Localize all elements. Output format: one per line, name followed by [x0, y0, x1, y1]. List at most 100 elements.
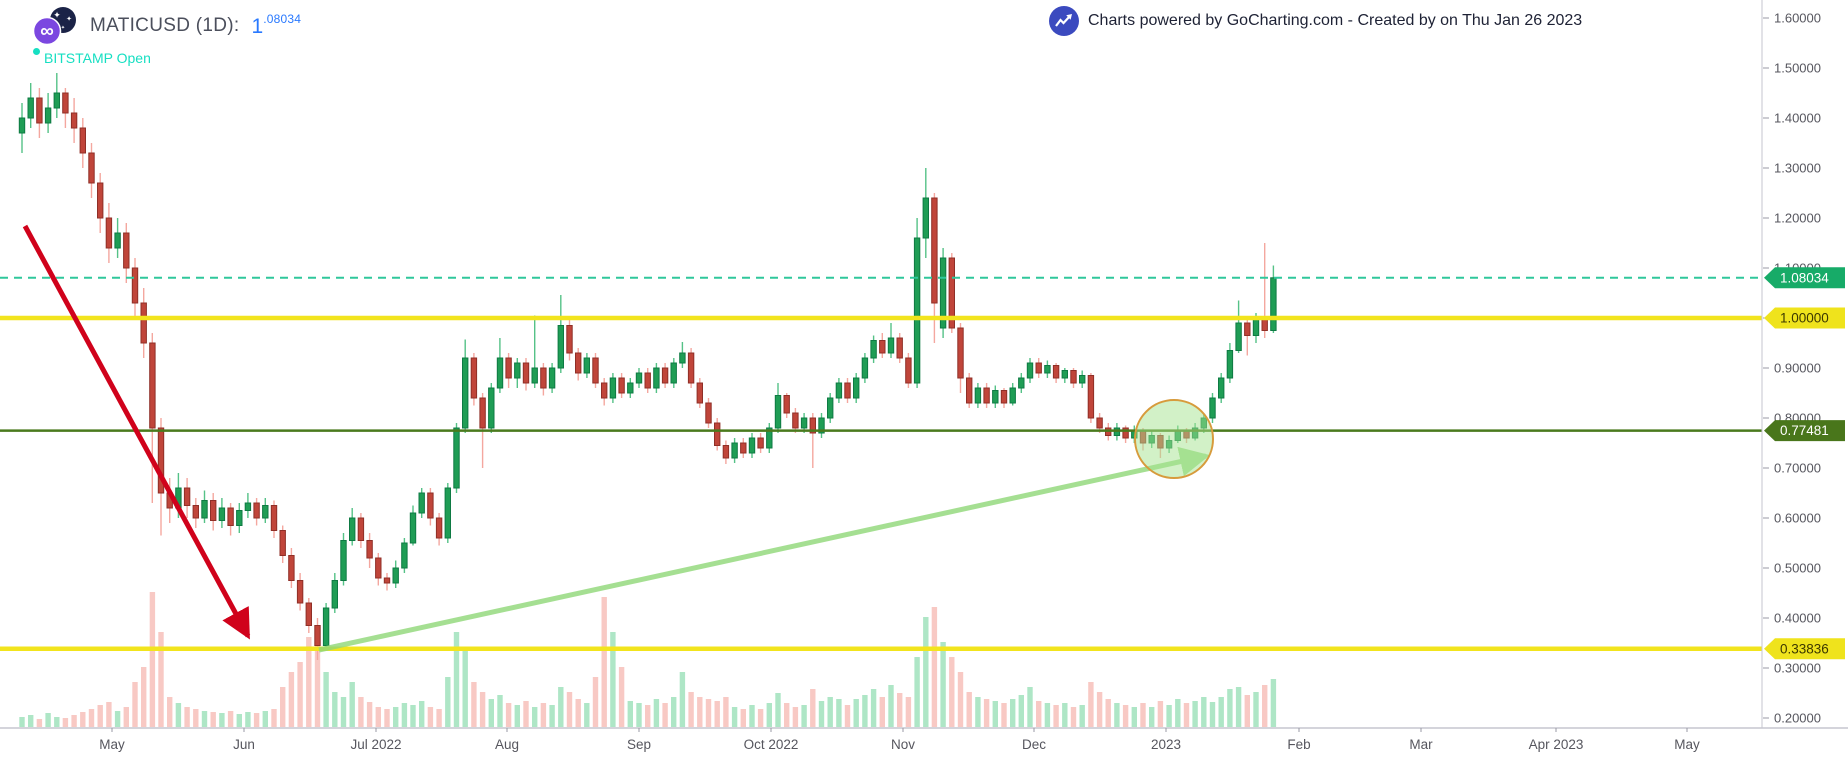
volume-bar — [314, 642, 321, 727]
volume-bar — [114, 711, 121, 727]
candle-body — [705, 402, 712, 424]
volume-bar — [384, 709, 390, 727]
price-badge-1.00000 — [1764, 307, 1845, 329]
green-trendline-annotation[interactable] — [318, 446, 1210, 653]
x-tick-label: May — [99, 737, 125, 752]
volume-bar — [1270, 679, 1277, 727]
volume-bar — [897, 693, 903, 727]
candle-body — [488, 387, 495, 429]
volume-bar — [97, 705, 103, 727]
x-tick-label: Nov — [891, 737, 915, 752]
volume-bar — [436, 709, 442, 727]
candle-body — [1044, 365, 1051, 374]
volume-bar — [627, 701, 633, 727]
x-tick-label: Aug — [495, 737, 519, 752]
candle-body — [548, 367, 556, 389]
volume-bar — [462, 647, 468, 727]
candle-body — [479, 397, 486, 429]
candle-body — [583, 357, 590, 374]
candle-body — [105, 217, 113, 249]
volume-bar — [1175, 699, 1181, 727]
candle-body — [36, 97, 43, 124]
volume-bar — [393, 707, 399, 727]
price-badge-label: 1.00000 — [1780, 311, 1829, 326]
price-level-lines — [0, 276, 1762, 652]
x-tick-label: May — [1674, 737, 1700, 752]
candle-body — [496, 357, 504, 389]
volume-bar — [1053, 705, 1059, 727]
volume-bar — [1105, 699, 1111, 727]
volume-bar — [80, 712, 86, 727]
candle-body — [792, 412, 799, 429]
volume-bar — [923, 617, 929, 727]
candle-body — [1035, 362, 1042, 374]
volume-bar — [688, 692, 694, 727]
candle-body — [957, 327, 964, 379]
candle-body — [123, 232, 130, 269]
volume-bar — [88, 709, 95, 727]
y-tick-label: 0.60000 — [1774, 511, 1821, 526]
candle-body — [887, 337, 895, 354]
volume-bar — [28, 715, 34, 727]
y-tick-label: 0.20000 — [1774, 711, 1821, 726]
volume-bar — [1235, 687, 1242, 727]
volume-bar — [1244, 695, 1250, 727]
volume-bar — [1227, 689, 1233, 727]
volume-bar — [931, 607, 938, 727]
volume-bar — [810, 689, 816, 727]
candle-body — [670, 362, 677, 384]
candle-body — [236, 510, 243, 526]
volume-bar — [1218, 697, 1224, 727]
drawing-annotations[interactable] — [22, 224, 1214, 653]
highlight-circle-annotation[interactable] — [1134, 399, 1214, 479]
candle-body — [1122, 427, 1129, 439]
candle-body — [18, 117, 26, 134]
volume-bar — [844, 705, 851, 727]
volume-bar — [358, 697, 364, 727]
red-arrow-annotation[interactable] — [22, 224, 251, 640]
volume-bar — [1044, 703, 1051, 727]
candle-body — [418, 492, 425, 514]
volume-bar — [749, 705, 755, 727]
exchange-status: BITSTAMP Open — [33, 48, 151, 66]
volume-bar — [1036, 701, 1042, 727]
watermark-text: Charts powered by GoCharting.com - Creat… — [1088, 12, 1583, 29]
x-tick-label: Mar — [1409, 737, 1433, 752]
candle-body — [627, 382, 634, 394]
svg-text:✦: ✦ — [61, 25, 65, 31]
volume-bar — [610, 632, 616, 727]
candle-body — [409, 512, 417, 544]
price-badge-label: 1.08034 — [1780, 270, 1829, 285]
volume-bar — [1122, 705, 1129, 727]
volume-bar — [210, 712, 216, 727]
candle-body — [531, 367, 538, 384]
candle-body — [357, 517, 365, 541]
volume-bar — [766, 703, 772, 727]
time-axis[interactable]: May Jun Jul 2022 Aug Sep Oct 2022 Nov Dec 2023 Fe… — [99, 728, 1700, 752]
candle-body — [27, 97, 34, 119]
volume-bar — [427, 707, 434, 727]
x-tick-label: Dec — [1022, 737, 1046, 752]
volume-bar — [45, 713, 51, 727]
volume-bar — [1149, 707, 1155, 727]
volume-bar — [905, 697, 912, 727]
volume-bar — [62, 718, 69, 727]
polygon-matic-logo-icon[interactable]: ✦ ✦ ✦ ∞ — [30, 5, 78, 47]
candle-body — [844, 382, 851, 399]
symbol-title[interactable]: MATICUSD (1D): — [90, 15, 240, 36]
volume-bar — [453, 632, 460, 727]
candle-body — [601, 382, 608, 399]
candle-body — [140, 302, 147, 344]
volume-bar — [705, 699, 712, 727]
candle-body — [870, 340, 877, 359]
candle-body — [566, 325, 573, 354]
candle-body — [279, 530, 286, 556]
volume-bar — [757, 709, 764, 727]
price-badge-0.77481 — [1764, 420, 1845, 442]
candle-body — [644, 372, 651, 389]
candle-body — [514, 362, 521, 379]
x-tick-label: Jul 2022 — [350, 737, 401, 752]
volume-bar — [792, 707, 799, 727]
volume-bar — [992, 701, 998, 727]
